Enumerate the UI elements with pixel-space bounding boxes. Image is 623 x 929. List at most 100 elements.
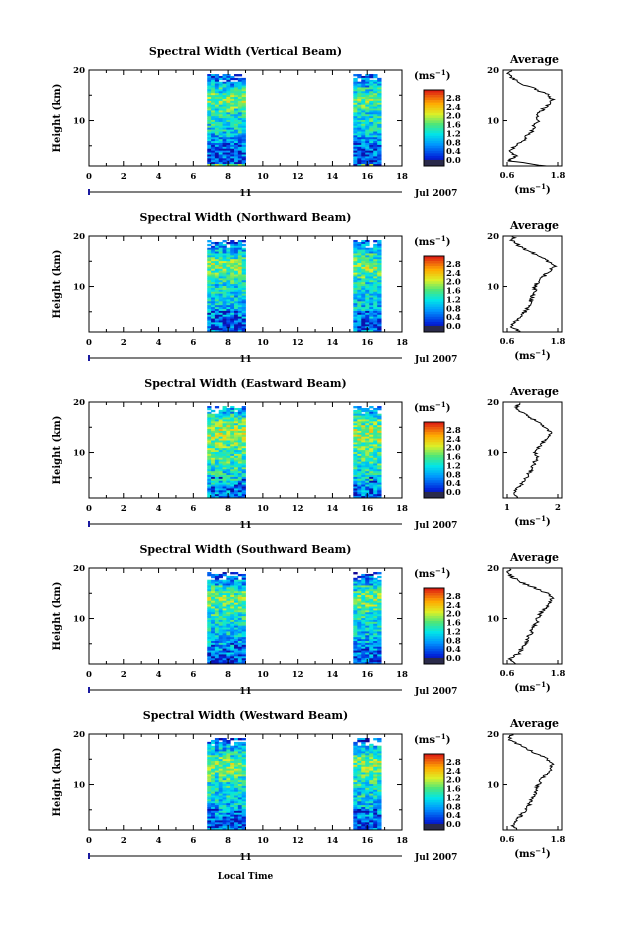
heatmap-cell	[234, 743, 239, 747]
heatmap-cell	[207, 286, 212, 289]
heatmap-cell	[361, 596, 366, 600]
heatmap-cell	[222, 125, 227, 129]
heatmap-cell	[353, 471, 358, 474]
heatmap-cell	[226, 423, 231, 426]
heatmap-cell	[353, 619, 358, 623]
heatmap-cell	[207, 440, 212, 443]
heatmap-cell	[369, 100, 374, 104]
heatmap-cell	[353, 801, 358, 804]
heatmap-cell	[361, 749, 366, 752]
heatmap-cell	[353, 141, 358, 144]
x-tick-label: 16	[361, 504, 373, 514]
heatmap-cell	[237, 639, 243, 642]
heatmap-cell	[373, 641, 378, 644]
heatmap-cell	[211, 612, 216, 615]
heatmap-cell	[241, 761, 246, 764]
avg-unit-close: )	[546, 351, 551, 362]
heatmap-cell	[369, 270, 374, 274]
heatmap-cell	[226, 486, 231, 489]
heatmap-cell	[211, 799, 216, 802]
heatmap-cell	[211, 618, 216, 621]
heatmap-cell	[353, 295, 358, 298]
heatmap-cell	[369, 595, 374, 598]
heatmap-cell	[222, 104, 227, 108]
heatmap-cell	[226, 490, 231, 493]
heatmap-cell	[357, 446, 362, 449]
heatmap-cell	[226, 606, 231, 609]
heatmap-cell	[237, 429, 243, 432]
heatmap-cell	[365, 633, 370, 636]
colorbar-tick-label: 2.8	[446, 260, 461, 270]
heatmap-cell	[241, 150, 246, 153]
heatmap-cell	[207, 129, 212, 132]
heatmap-cell	[357, 123, 362, 127]
heatmap-cell	[230, 623, 235, 627]
colorbar-tick-label: 1.2	[446, 129, 461, 139]
heatmap-cell	[373, 803, 378, 806]
heatmap-cell	[207, 158, 212, 161]
heatmap-cell	[357, 593, 362, 596]
heatmap-cell	[211, 301, 216, 304]
heatmap-cell	[230, 419, 235, 422]
heatmap-cell	[361, 324, 366, 327]
heatmap-cell	[234, 741, 239, 745]
heatmap-cell	[207, 131, 212, 134]
x-tick-label: 16	[361, 670, 373, 680]
heatmap-cell	[357, 598, 362, 602]
heatmap-cell	[222, 602, 227, 606]
heatmap-cell	[207, 629, 212, 632]
heatmap-cell	[226, 484, 231, 487]
heatmap-cell	[353, 812, 358, 816]
x-tick-label: 10	[257, 670, 269, 680]
heatmap-cell	[357, 457, 362, 461]
heatmap-cell	[373, 618, 378, 621]
heatmap-cell	[218, 312, 223, 316]
heatmap-cell	[207, 784, 212, 787]
heatmap-cell	[237, 448, 243, 451]
heatmap-cell	[361, 240, 366, 243]
heatmap-cell	[230, 245, 235, 249]
heatmap-cell	[234, 85, 239, 88]
heatmap-cell	[369, 768, 374, 772]
heatmap-cell	[222, 766, 227, 770]
heatmap-cell	[234, 129, 239, 132]
heatmap-cell	[369, 616, 374, 619]
heatmap-cell	[230, 635, 235, 638]
heatmap-cell	[222, 452, 227, 455]
heatmap-cell	[365, 272, 370, 275]
heatmap-cell	[214, 81, 220, 85]
heatmap-cell	[369, 455, 374, 459]
heatmap-cell	[211, 299, 216, 302]
heatmap-cell	[230, 785, 235, 789]
heatmap-cell	[241, 261, 246, 264]
heatmap-cell	[377, 326, 382, 329]
heatmap-cell	[230, 160, 235, 163]
heatmap-cell	[226, 112, 231, 115]
heatmap-cell	[373, 89, 378, 92]
heatmap-cell	[207, 757, 212, 760]
heatmap-cell	[365, 432, 370, 436]
heatmap-cell	[234, 276, 239, 279]
heatmap-cell	[214, 152, 220, 155]
heatmap-cell	[373, 480, 378, 484]
heatmap-cell	[230, 600, 235, 604]
heatmap-cell	[365, 137, 370, 140]
heatmap-cell	[234, 131, 239, 134]
heatmap-cell	[226, 91, 231, 94]
heatmap-cell	[241, 77, 246, 81]
heatmap-cell	[373, 139, 378, 142]
unit-exp: −1	[435, 234, 446, 243]
heatmap-cell	[211, 776, 216, 779]
heatmap-cell	[234, 784, 239, 787]
avg-unit-exp: −1	[535, 514, 546, 523]
heatmap-cell	[207, 307, 212, 310]
heatmap-cell	[207, 755, 212, 758]
heatmap-cell	[361, 595, 366, 598]
heatmap-cell	[211, 429, 216, 432]
heatmap-cell	[230, 322, 235, 325]
heatmap-cell	[226, 421, 231, 424]
heatmap-cell	[353, 475, 358, 478]
colorbar-segment	[424, 771, 444, 775]
heatmap-cell	[207, 77, 212, 81]
heatmap-cell	[218, 812, 223, 816]
